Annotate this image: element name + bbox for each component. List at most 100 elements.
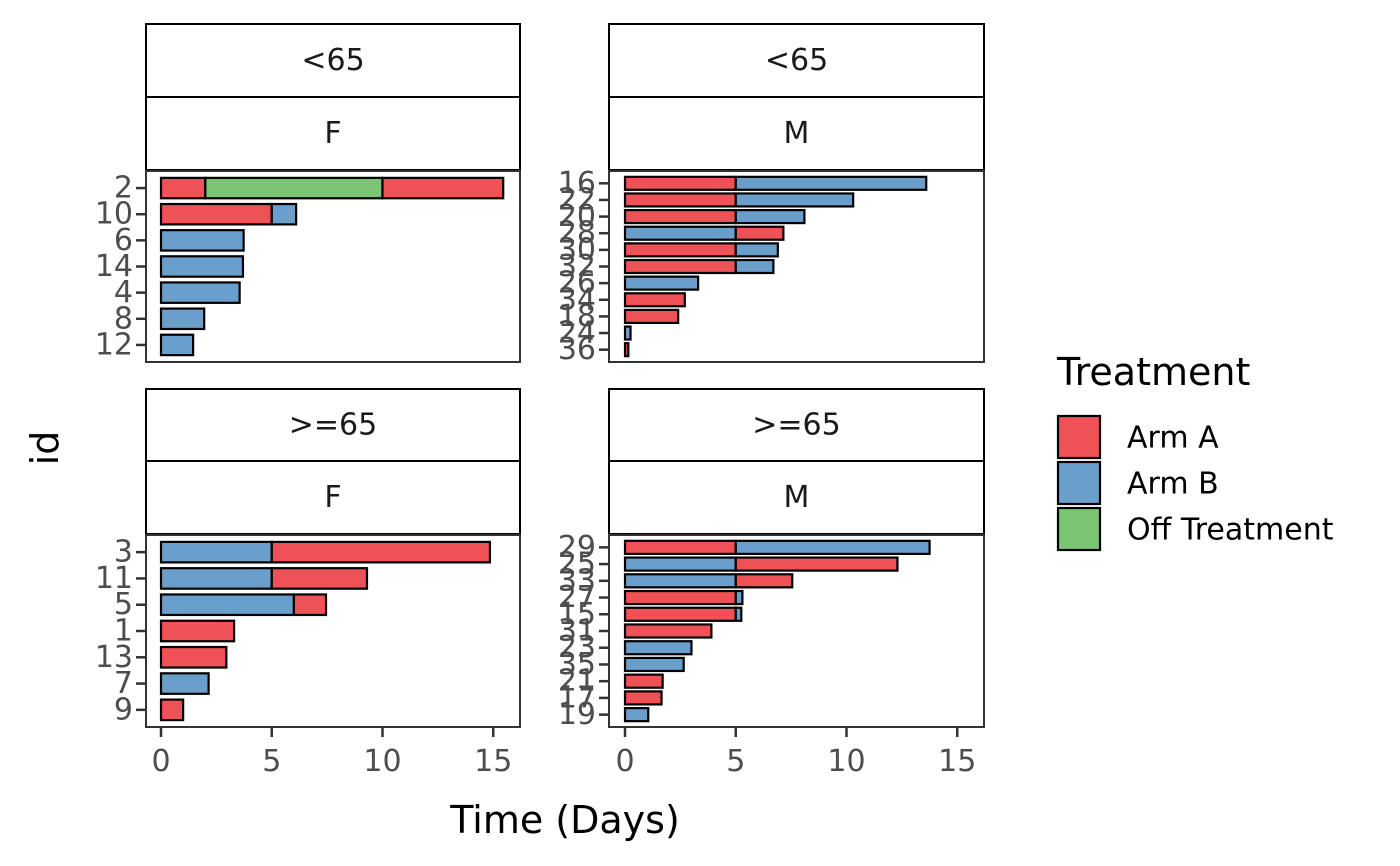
bar-segment — [623, 175, 737, 191]
bar-19 — [623, 707, 650, 723]
bar-33 — [623, 573, 794, 589]
bar-segment — [623, 209, 737, 225]
bar-segment — [623, 623, 713, 639]
bar-segment — [734, 209, 806, 225]
y-tick-label: 25 — [558, 547, 596, 582]
y-tick-label: 31 — [558, 614, 596, 649]
bar-segment — [159, 281, 241, 304]
strip-age-label: <65 — [765, 43, 828, 78]
bar-36 — [623, 342, 630, 358]
legend-title: Treatment — [1056, 350, 1250, 394]
bar-segment — [159, 645, 228, 669]
y-tick-label: 14 — [95, 249, 133, 284]
strip-age-label: >=65 — [752, 408, 840, 443]
y-tick-label: 2 — [114, 171, 133, 206]
bar-segment — [159, 672, 210, 695]
x-tick-label: 15 — [938, 744, 976, 779]
x-tick-label: 0 — [615, 744, 634, 779]
y-tick-label: 36 — [558, 332, 596, 367]
bar-segment — [270, 202, 298, 226]
legend-swatch — [1056, 506, 1102, 552]
bar-29 — [623, 539, 931, 555]
y-tick-label: 33 — [558, 563, 596, 598]
bar-segment — [159, 540, 273, 564]
y-tick-label: 7 — [114, 666, 133, 701]
bar-segment — [734, 175, 928, 191]
bar-segment — [623, 308, 680, 324]
y-tick-label: 12 — [95, 327, 133, 362]
legend-entry: Arm A — [1056, 414, 1219, 460]
y-tick-label: 24 — [558, 316, 596, 351]
bar-segment — [623, 556, 737, 572]
strip-age — [608, 388, 985, 462]
strip-sex-label: F — [324, 480, 341, 515]
panel-border — [608, 534, 985, 728]
bar-3 — [159, 540, 492, 564]
y-tick-label: 21 — [558, 664, 596, 699]
y-tick-label: 27 — [558, 580, 596, 615]
bar-segment — [623, 589, 737, 606]
bar-18 — [623, 308, 680, 324]
bar-segment — [623, 606, 737, 622]
strip-sex-label: F — [324, 116, 341, 151]
bar-6 — [159, 229, 245, 252]
bar-22 — [623, 192, 855, 208]
bar-12 — [159, 333, 195, 357]
bar-segment — [623, 573, 737, 589]
bar-26 — [623, 275, 700, 291]
bar-segment — [734, 258, 775, 275]
strip-age-label: >=65 — [289, 408, 377, 443]
bar-segment — [623, 640, 693, 656]
bar-17 — [623, 690, 663, 706]
bar-segment — [734, 589, 744, 606]
y-tick-label: 5 — [114, 587, 133, 622]
bar-31 — [623, 623, 713, 639]
bar-23 — [623, 640, 693, 656]
y-tick-label: 16 — [558, 166, 596, 201]
bar-segment — [623, 539, 737, 555]
bar-segment — [734, 539, 931, 555]
y-tick-label: 15 — [558, 597, 596, 632]
bar-segment — [623, 325, 632, 341]
bar-2 — [159, 176, 505, 200]
bar-16 — [623, 175, 928, 191]
y-tick-label: 29 — [558, 530, 596, 565]
bar-segment — [270, 540, 492, 564]
bar-segment — [159, 255, 245, 278]
bar-segment — [381, 176, 505, 200]
bar-8 — [159, 307, 206, 331]
bar-1 — [159, 619, 236, 643]
y-tick-label: 20 — [558, 199, 596, 234]
bar-9 — [159, 698, 185, 722]
strip-age — [608, 23, 985, 98]
y-tick-label: 32 — [558, 249, 596, 284]
bar-segment — [159, 698, 185, 722]
x-tick-label: 5 — [726, 744, 745, 779]
y-tick-label: 4 — [114, 275, 133, 310]
x-tick-label: 10 — [827, 744, 865, 779]
bar-28 — [623, 225, 785, 241]
x-tick-label: 15 — [474, 744, 512, 779]
y-tick-label: 30 — [558, 232, 596, 267]
bar-segment — [734, 573, 794, 589]
bar-20 — [623, 209, 806, 225]
strip-sex — [145, 460, 521, 535]
bar-25 — [623, 556, 899, 572]
strip-sex-label: M — [784, 480, 810, 515]
bar-segment — [159, 567, 273, 590]
bar-segment — [159, 619, 236, 643]
bar-30 — [623, 242, 779, 258]
bar-segment — [159, 202, 273, 226]
bar-5 — [159, 593, 328, 617]
bar-10 — [159, 202, 298, 226]
bar-32 — [623, 258, 775, 275]
legend-label: Arm A — [1127, 421, 1219, 456]
bar-segment — [623, 673, 664, 689]
strip-sex — [145, 96, 521, 171]
legend: Treatment Arm A Arm B Off Treatment — [1056, 350, 1334, 552]
y-tick-label: 3 — [114, 535, 133, 570]
bar-segment — [204, 176, 384, 200]
strip-age-label: <65 — [301, 43, 364, 78]
y-tick-label: 35 — [558, 647, 596, 682]
